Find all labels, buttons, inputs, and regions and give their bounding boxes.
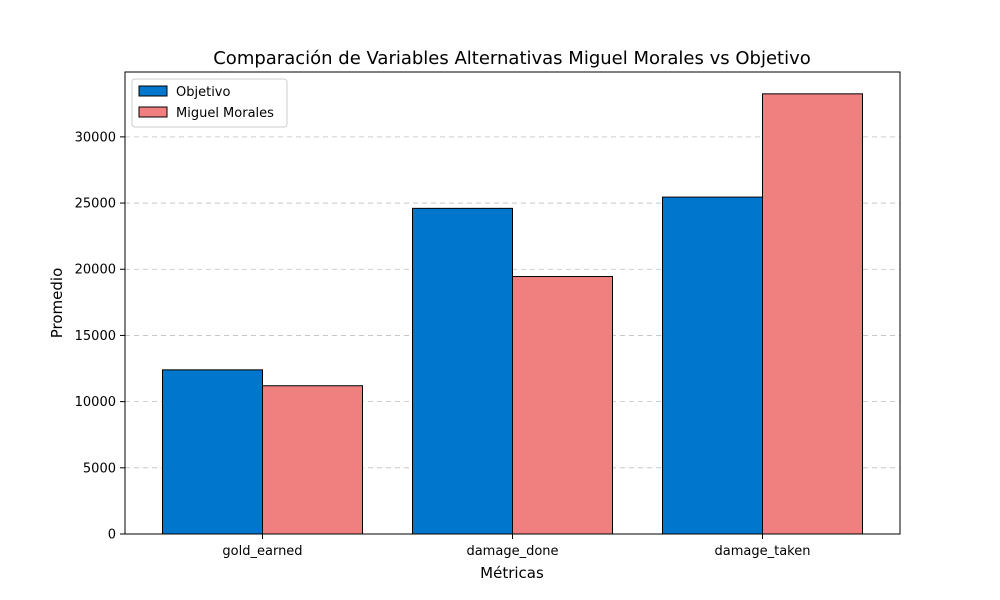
y-tick-label: 20000	[75, 263, 116, 278]
y-tick-label: 25000	[75, 197, 116, 212]
y-tick-label: 15000	[75, 329, 116, 344]
x-tick-label: damage_done	[466, 544, 558, 559]
bar-damage_taken-1	[762, 93, 863, 535]
bar-damage_taken-0	[662, 196, 763, 535]
x-axis: gold_earned damage_done damage_taken	[222, 534, 810, 559]
legend-swatch	[138, 85, 168, 97]
legend-box	[131, 78, 288, 128]
x-tick-label: gold_earned	[222, 544, 302, 559]
y-tick-label: 5000	[83, 461, 116, 476]
y-axis-label: Promedio	[48, 268, 66, 339]
legend-label: Objetivo	[176, 85, 230, 100]
bar-gold_earned-1	[262, 385, 363, 535]
legend: Objetivo Miguel Morales	[131, 78, 288, 128]
chart-title: Comparación de Variables Alternativas Mi…	[213, 48, 811, 69]
legend-swatch	[138, 106, 168, 118]
y-tick-label: 30000	[75, 130, 116, 145]
y-tick-label: 10000	[75, 395, 116, 410]
legend-label: Miguel Morales	[176, 106, 274, 121]
x-axis-label: Métricas	[480, 564, 544, 582]
bar-gold_earned-0	[162, 369, 263, 535]
bar-damage_done-1	[512, 276, 613, 535]
y-tick-label: 0	[108, 528, 116, 543]
bars	[162, 93, 863, 535]
bar-damage_done-0	[412, 207, 513, 535]
y-axis: 0 5000 10000 15000 20000 25000 30000	[75, 130, 125, 543]
x-tick-label: damage_taken	[715, 544, 811, 559]
